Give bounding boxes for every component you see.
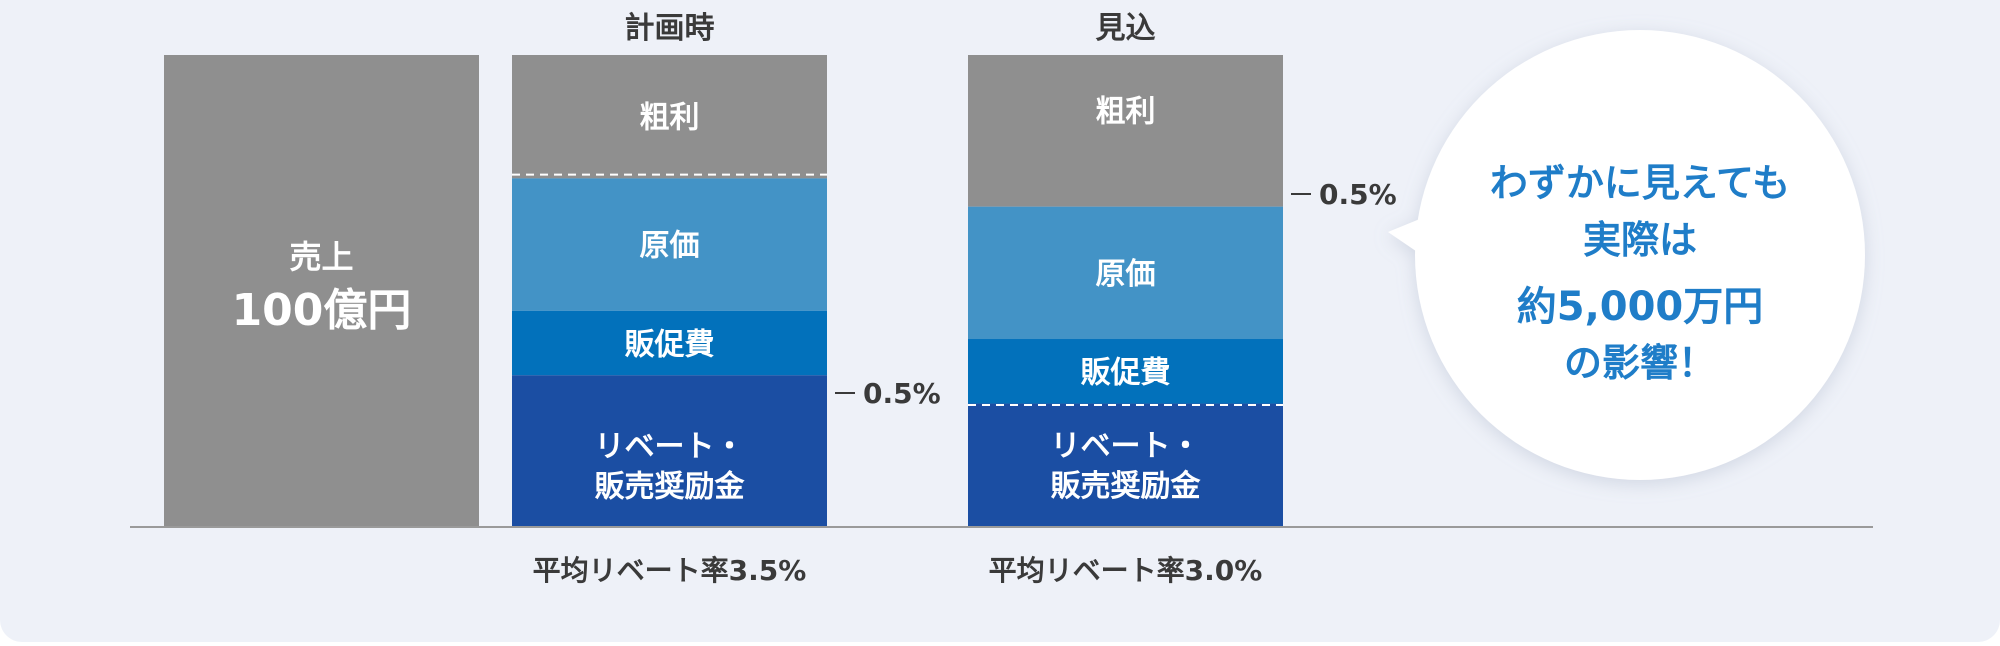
plan-segment-0-label-0: 粗利 — [640, 101, 700, 136]
callout-pointer — [1388, 214, 1432, 262]
sales-label-line-0: 売上 — [289, 238, 353, 276]
plan-segment-2 — [512, 310, 827, 376]
forecast-segment-3-label-0: リベート・ — [1051, 429, 1201, 464]
plan-footer: 平均リベート率3.5% — [533, 554, 807, 587]
plan-segment-3-label-1: 販売奨励金 — [595, 469, 746, 504]
callout-line-1: 実際は — [1583, 218, 1697, 262]
plan-segment-1-label-0: 原価 — [640, 229, 700, 264]
sales-label-line-1: 100億円 — [232, 285, 412, 336]
forecast-segment-1-label-0: 原価 — [1096, 257, 1156, 292]
callout-line-0: わずかに見えても — [1490, 161, 1790, 205]
forecast-segment-2-label-0: 販促費 — [1081, 355, 1171, 390]
callout-circle — [1415, 30, 1865, 480]
plan-segment-0 — [512, 55, 827, 179]
plan-segment-3-label-0: リベート・ — [595, 429, 745, 464]
forecast-header: 見込 — [1096, 11, 1156, 46]
forecast-footer: 平均リベート率3.0% — [989, 554, 1263, 587]
forecast-segment-3 — [968, 403, 1283, 526]
plan-segment-2-label-0: 販促費 — [625, 327, 715, 362]
plan-segment-3 — [512, 375, 827, 526]
callout-line-3: の影響！ — [1564, 341, 1716, 385]
plan-segment-1 — [512, 178, 827, 311]
forecast-segment-0-label-0: 粗利 — [1096, 95, 1156, 130]
forecast-segment-2 — [968, 339, 1283, 404]
sales-segment-0 — [164, 55, 479, 526]
forecast-segment-1 — [968, 206, 1283, 340]
plan-marker-label: 0.5% — [863, 377, 941, 410]
plan-header: 計画時 — [625, 11, 715, 46]
forecast-segment-0 — [968, 55, 1283, 207]
forecast-marker-label: 0.5% — [1319, 178, 1397, 211]
forecast-segment-3-label-1: 販売奨励金 — [1051, 469, 1202, 504]
callout-shape — [1388, 30, 1865, 480]
callout-line-2: 約5,000万円 — [1517, 284, 1764, 330]
